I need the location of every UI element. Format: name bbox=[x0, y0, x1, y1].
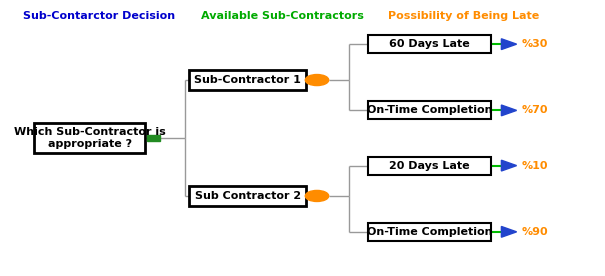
FancyBboxPatch shape bbox=[368, 101, 491, 119]
Text: Available Sub-Contractors: Available Sub-Contractors bbox=[201, 11, 364, 21]
Text: On-Time Completion: On-Time Completion bbox=[367, 105, 492, 115]
FancyBboxPatch shape bbox=[189, 70, 307, 90]
Text: Sub-Contarctor Decision: Sub-Contarctor Decision bbox=[22, 11, 175, 21]
Text: %30: %30 bbox=[522, 39, 548, 49]
Text: Possibility of Being Late: Possibility of Being Late bbox=[388, 11, 540, 21]
Circle shape bbox=[306, 190, 329, 201]
Text: 60 Days Late: 60 Days Late bbox=[389, 39, 469, 49]
Circle shape bbox=[306, 75, 329, 86]
FancyBboxPatch shape bbox=[146, 135, 160, 141]
Text: %10: %10 bbox=[522, 161, 548, 171]
FancyBboxPatch shape bbox=[34, 123, 145, 153]
FancyBboxPatch shape bbox=[368, 35, 491, 53]
FancyBboxPatch shape bbox=[189, 186, 307, 206]
Text: Which Sub-Contractor is
appropriate ?: Which Sub-Contractor is appropriate ? bbox=[14, 127, 166, 149]
Text: 20 Days Late: 20 Days Late bbox=[389, 161, 469, 171]
Text: On-Time Completion: On-Time Completion bbox=[367, 227, 492, 237]
Text: Sub Contractor 2: Sub Contractor 2 bbox=[195, 191, 301, 201]
Polygon shape bbox=[502, 39, 517, 49]
Text: %90: %90 bbox=[522, 227, 548, 237]
Polygon shape bbox=[502, 105, 517, 116]
Polygon shape bbox=[502, 226, 517, 237]
Polygon shape bbox=[502, 160, 517, 171]
Text: Sub-Contractor 1: Sub-Contractor 1 bbox=[194, 75, 301, 85]
FancyBboxPatch shape bbox=[368, 223, 491, 241]
FancyBboxPatch shape bbox=[368, 157, 491, 174]
Text: %70: %70 bbox=[522, 105, 548, 115]
